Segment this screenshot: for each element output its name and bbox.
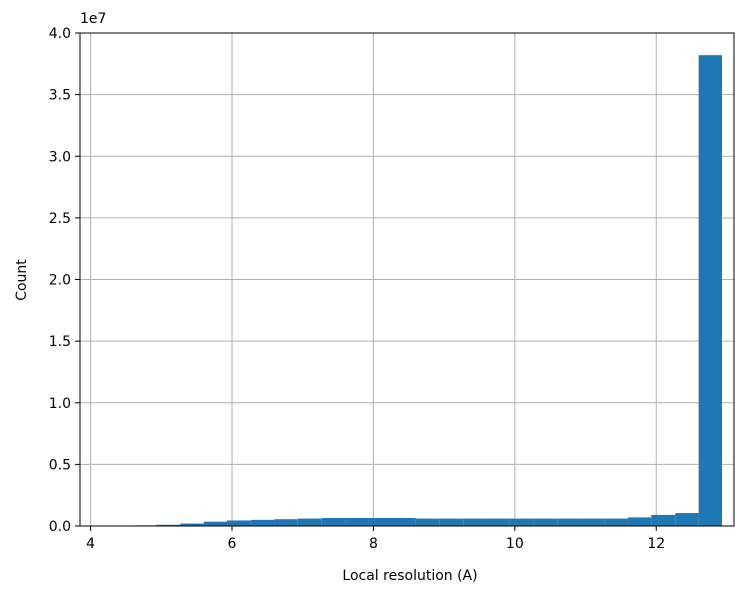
histogram-bar [486,518,510,526]
histogram-bar [675,513,699,526]
histogram-bar [368,517,393,526]
histogram-bar [580,518,605,526]
y-tick-label: 2.0 [49,273,71,289]
y-tick-label: 1.5 [49,334,71,350]
histogram-bars [133,55,722,527]
histogram-bar [392,517,416,526]
x-tick-label: 10 [506,536,524,552]
histogram-bar [604,518,628,526]
histogram-bar [345,517,369,526]
histogram-bar [297,518,322,526]
histogram-bar [651,514,676,526]
x-tick-label: 4 [86,536,95,552]
histogram-bar [627,517,652,526]
y-tick-label: 3.0 [49,149,71,165]
y-tick-label: 0.5 [49,457,71,473]
y-tick-label: 3.5 [49,88,71,104]
histogram-bar [321,517,346,526]
histogram-bar [415,518,440,526]
histogram-bar [227,520,252,526]
histogram-bar [533,518,558,526]
histogram-bar [463,518,487,526]
histogram-bar [180,523,204,526]
y-tick-label: 2.5 [49,211,71,227]
y-tick-label: 4.0 [49,26,71,42]
histogram-bar [509,518,534,526]
x-tick-label: 8 [369,536,378,552]
histogram-bar [698,55,722,527]
histogram-bar [203,521,228,526]
histogram-bar [274,519,298,526]
y-tick-label: 0.0 [49,519,71,535]
histogram-bar [251,519,275,526]
histogram-bar [557,518,581,526]
x-axis-label: Local resolution (A) [342,568,477,584]
axis-ticks: 4 6 8 10 12 0.0 0.5 1.0 1.5 2.0 2.5 3.0 3.5 4.0 [49,26,665,552]
x-tick-label: 12 [647,536,665,552]
y-axis-multiplier-label: 1e7 [80,11,106,27]
histogram-bar [439,518,464,526]
y-tick-label: 1.0 [49,396,71,412]
x-tick-label: 6 [228,536,237,552]
y-axis-label: Count [14,259,30,301]
histogram-bar [156,524,181,526]
